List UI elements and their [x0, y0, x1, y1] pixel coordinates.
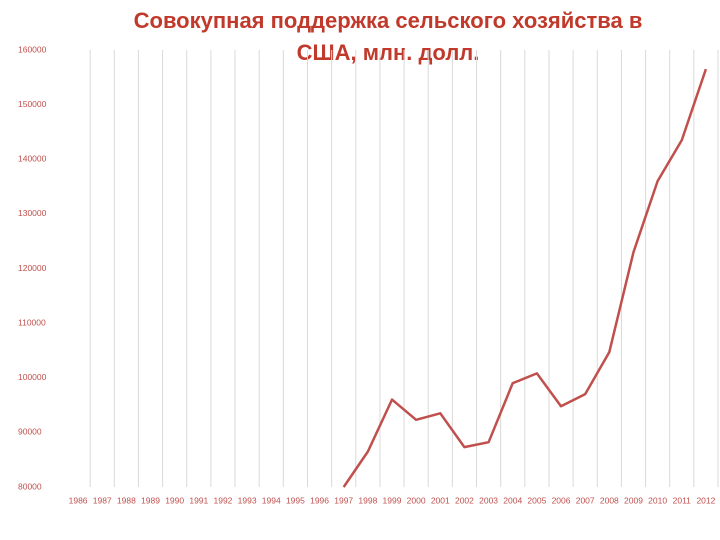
- y-tick-label: 100000: [18, 372, 47, 382]
- x-tick-label: 2003: [479, 495, 498, 505]
- y-tick-label: 120000: [18, 263, 47, 273]
- x-tick-label: 2011: [673, 495, 692, 505]
- y-tick-label: 140000: [18, 154, 47, 164]
- x-tick-label: 1989: [141, 495, 160, 505]
- x-tick-label: 2000: [407, 495, 426, 505]
- x-tick-label: 2006: [552, 495, 571, 505]
- x-tick-label: 1986: [69, 495, 88, 505]
- x-tick-label: 2004: [503, 495, 522, 505]
- x-tick-label: 1993: [238, 495, 257, 505]
- y-tick-label: 90000: [18, 427, 42, 437]
- x-tick-label: 1990: [165, 495, 184, 505]
- x-tick-label: 2005: [527, 495, 546, 505]
- x-tick-label: 2008: [600, 495, 619, 505]
- y-tick-label: 80000: [18, 481, 42, 491]
- chart-title: Совокупная поддержка сельского хозяйства…: [134, 8, 643, 65]
- y-tick-label: 160000: [18, 44, 47, 54]
- x-tick-label: 2002: [455, 495, 474, 505]
- x-tick-label: 1991: [189, 495, 208, 505]
- x-tick-label: 1997: [334, 495, 353, 505]
- x-tick-label: 1998: [358, 495, 377, 505]
- x-tick-label: 2001: [431, 495, 450, 505]
- y-tick-label: 150000: [18, 99, 47, 109]
- x-tick-label: 2010: [648, 495, 667, 505]
- y-tick-label: 130000: [18, 208, 47, 218]
- x-tick-label: 1988: [117, 495, 136, 505]
- x-tick-label: 1995: [286, 495, 305, 505]
- data-line: [342, 68, 708, 488]
- x-tick-label: 1992: [214, 495, 233, 505]
- x-tick-label: 2009: [624, 495, 643, 505]
- x-tick-label: 1996: [310, 495, 329, 505]
- x-tick-label: 1999: [383, 495, 402, 505]
- y-tick-label: 110000: [18, 317, 46, 327]
- x-tick-label: 1994: [262, 495, 281, 505]
- x-tick-label: 2007: [576, 495, 595, 505]
- x-tick-label: 1987: [93, 495, 112, 505]
- x-tick-label: 2012: [696, 495, 715, 505]
